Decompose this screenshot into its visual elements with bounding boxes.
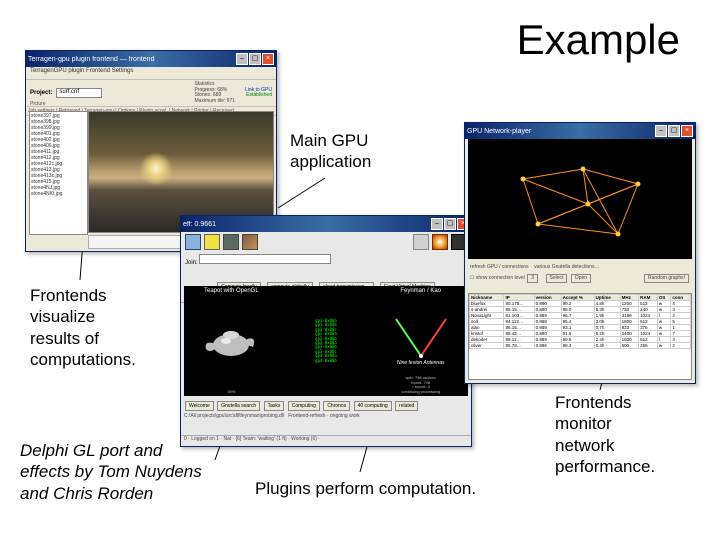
panel-details: spin: 756 rad/sec found: 798 :: report: … [373,376,468,394]
titlebar[interactable]: Terragen-gpu plugin frontend — frontend … [26,51,276,67]
annotation-main-app: Main GPU application [290,130,371,173]
annotation-plugins: Plugins perform computation. [255,478,476,499]
tool-icon[interactable] [242,234,258,250]
bottom-tabs[interactable]: Welcome Gnutella search Tasks Computing … [184,400,468,416]
close-button[interactable]: × [262,53,274,65]
titlebar[interactable]: eff: 0.9661 – ▢ × [181,216,471,232]
tool-icon[interactable] [204,234,220,250]
maximize-button[interactable]: ▢ [444,218,456,230]
green-text-readout: gp1-0x00a gp1-0x00b gp1-0x00c gp2-0x00a … [315,319,337,363]
control-label: various Gnutella detections… [534,264,599,270]
tab[interactable]: 40 computing [354,401,392,411]
close-button[interactable]: × [681,125,693,137]
statusbar: 0 · Logged on 1 · Nat · [6] Team: 'waiti… [181,435,471,446]
tab[interactable]: Chronos [323,401,350,411]
teapot-icon [201,321,261,361]
open-button[interactable]: Open [571,274,591,284]
visualization-triptych: Teapot with OpenGL 39% gp1-0x00a gp1-0x0… [184,286,468,396]
nodes-table[interactable]: NicknameIPversionAccept %UptimeMHzRAMOSc… [468,293,692,380]
network-graph-svg [468,139,692,259]
level-select[interactable]: 3 [527,274,538,284]
panel-datastream: gp1-0x00a gp1-0x00b gp1-0x00c gp2-0x00a … [279,286,374,396]
minimize-button[interactable]: – [431,218,443,230]
titlebar[interactable]: GPU Network-player – ▢ × [465,123,695,139]
maximize-button[interactable]: ▢ [668,125,680,137]
random-graphs-button[interactable]: Random graphs! [644,274,689,284]
controls-panel: refresh GPU / connections various Gnutel… [468,263,692,293]
control-label: refresh GPU / connections [470,264,529,270]
minimize-button[interactable]: – [655,125,667,137]
project-label: Project: [30,90,52,96]
tab[interactable]: Computing [288,401,320,411]
slide-title: Example [517,16,680,64]
window-plugin-computation: eff: 0.9661 – ▢ × Join: Compute locally … [180,215,472,447]
project-field[interactable]: surf.cnf [56,88,102,98]
tab[interactable]: related [395,401,418,411]
select-button[interactable]: Select [546,274,568,284]
join-input[interactable] [199,254,331,264]
toolbar[interactable] [181,232,471,252]
table-row[interactable]: oliver85.78…0.88688.30.4h500256w2 [470,343,691,349]
path-readout: C:\All projects\gpu\src\dll\feynman\prob… [184,414,468,420]
file-list[interactable]: stone397.jpgstone398.jpgstone399.jpgston… [29,111,88,235]
window-network-monitor: GPU Network-player – ▢ × refresh GPU / c… [464,122,696,384]
panel-title: Teapot with OpenGL [184,288,279,294]
tab[interactable]: Gnutella search [217,401,260,411]
annotation-monitor: Frontends monitor network performance. [555,392,655,477]
window-title: eff: 0.9661 [183,221,430,228]
checkbox-label[interactable]: show connection level [476,275,525,281]
panel-subtext: 39% [184,390,279,394]
panel-title: Feynman / Kao [373,288,468,294]
picture-caption: Picture [30,101,46,107]
maximize-button[interactable]: ▢ [249,53,261,65]
minimize-button[interactable]: – [236,53,248,65]
window-title: Terragen-gpu plugin frontend — frontend [28,56,235,63]
window-title: GPU Network-player [467,128,654,135]
network-graph-viz [468,139,692,259]
stats-block: Statistics Progress: 68% Stones: 689 Max… [194,82,235,104]
menubar[interactable]: TerragenGPU plugin Frontend Settings [26,67,276,80]
tool-icon[interactable] [185,234,201,250]
join-row: Join: [181,252,471,274]
nodes-table-inner[interactable]: NicknameIPversionAccept %UptimeMHzRAMOSc… [469,294,691,349]
v-diagram-icon [386,314,456,364]
panel-teapot: Teapot with OpenGL 39% [184,286,279,396]
tab[interactable]: Welcome [185,401,214,411]
tool-icon[interactable] [432,234,448,250]
panel-feynman: Feynman / Kao Nine feston Antennas spin:… [373,286,468,396]
tool-icon[interactable] [223,234,239,250]
panel-subtitle: Nine feston Antennas [373,361,468,367]
project-row: Project: surf.cnf Statistics Progress: 6… [26,80,276,106]
annotation-delphi-credit: Delphi GL port and effects by Tom Nuyden… [20,440,202,504]
link-block: Link to GPU Established [245,88,272,99]
annotation-frontends-visualize: Frontends visualize results of computati… [30,285,136,370]
tab[interactable]: Tasks [264,401,285,411]
file-list-item[interactable]: stone4NKf.jpg [31,191,86,197]
tool-icon[interactable] [413,234,429,250]
